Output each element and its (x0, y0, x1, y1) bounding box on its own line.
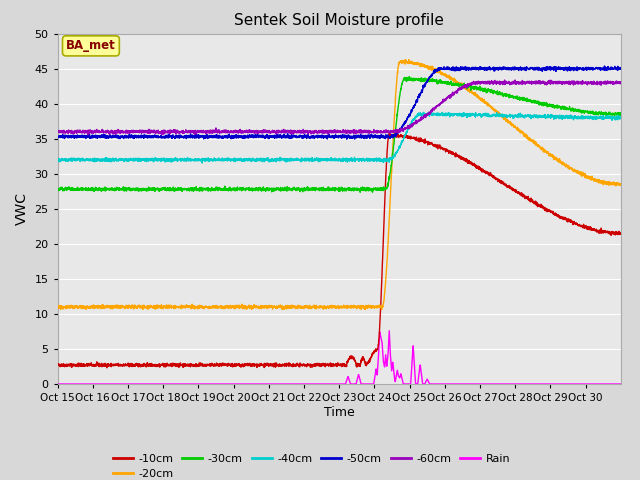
Text: BA_met: BA_met (66, 39, 116, 52)
X-axis label: Time: Time (324, 406, 355, 419)
Title: Sentek Soil Moisture profile: Sentek Soil Moisture profile (234, 13, 444, 28)
Legend: -10cm, -20cm, -30cm, -40cm, -50cm, -60cm, Rain: -10cm, -20cm, -30cm, -40cm, -50cm, -60cm… (108, 449, 515, 480)
Y-axis label: VWC: VWC (15, 192, 29, 225)
